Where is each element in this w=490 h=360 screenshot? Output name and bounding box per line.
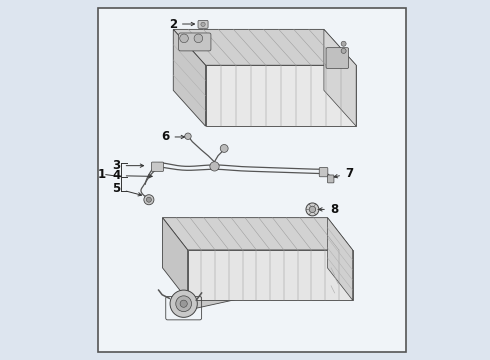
Polygon shape (205, 65, 356, 126)
Circle shape (341, 48, 346, 53)
FancyBboxPatch shape (326, 48, 349, 68)
Circle shape (180, 34, 188, 42)
FancyBboxPatch shape (151, 162, 164, 171)
Text: 2: 2 (169, 18, 177, 31)
FancyBboxPatch shape (179, 33, 211, 51)
Circle shape (176, 296, 192, 312)
Circle shape (185, 133, 191, 139)
FancyBboxPatch shape (327, 175, 334, 183)
Text: 1: 1 (98, 168, 106, 181)
Polygon shape (173, 30, 205, 126)
Text: 7: 7 (334, 167, 353, 180)
Circle shape (210, 162, 219, 171)
Polygon shape (173, 30, 356, 65)
Circle shape (306, 203, 319, 216)
FancyBboxPatch shape (98, 8, 406, 352)
Circle shape (201, 22, 205, 27)
Circle shape (220, 144, 228, 152)
Text: 6: 6 (161, 130, 184, 144)
Polygon shape (184, 268, 331, 311)
FancyBboxPatch shape (198, 21, 208, 28)
Circle shape (309, 206, 316, 213)
Circle shape (194, 34, 203, 42)
Circle shape (180, 300, 187, 307)
Circle shape (170, 290, 197, 318)
Polygon shape (163, 218, 353, 250)
Circle shape (147, 197, 151, 202)
Text: 4: 4 (113, 169, 152, 182)
Polygon shape (188, 250, 353, 300)
Polygon shape (163, 218, 188, 300)
Text: 5: 5 (113, 182, 142, 196)
Text: 8: 8 (319, 203, 338, 216)
FancyBboxPatch shape (319, 167, 328, 177)
Circle shape (144, 195, 154, 205)
Circle shape (341, 41, 346, 46)
Polygon shape (324, 30, 356, 126)
Text: 3: 3 (113, 159, 144, 172)
Polygon shape (327, 218, 353, 300)
